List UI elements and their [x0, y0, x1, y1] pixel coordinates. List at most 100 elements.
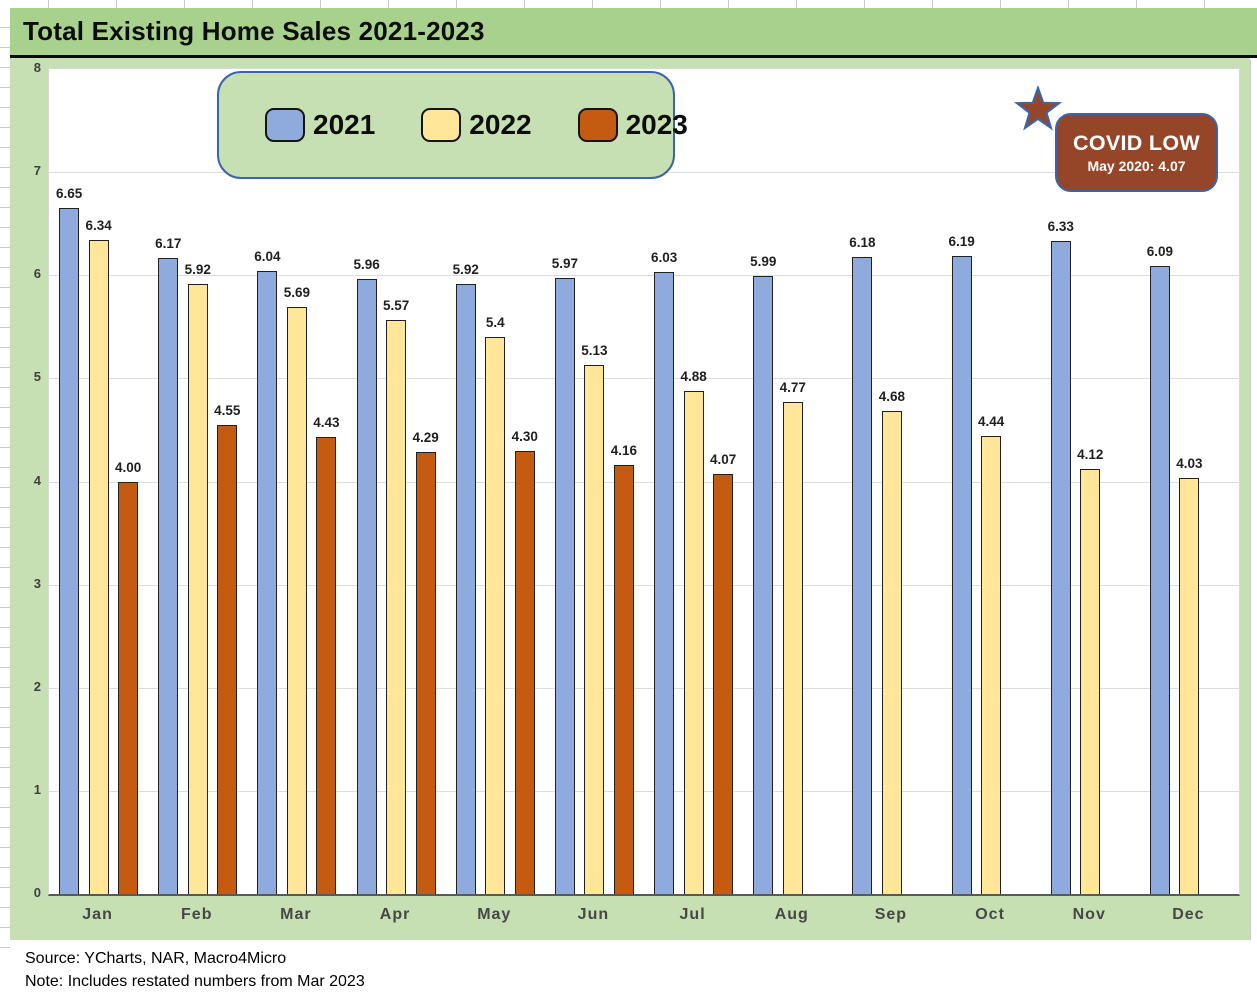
bar-value-label: 4.07 [709, 452, 737, 468]
bar-2021-jun [554, 278, 575, 894]
bar-value-label: 4.55 [214, 402, 241, 418]
bar-2021-jul [654, 272, 675, 894]
bar-value-label: 4.77 [779, 380, 806, 396]
bar-2023-may [514, 450, 535, 894]
x-axis-label-sep: Sep [874, 906, 908, 923]
bar-2021-nov [1050, 241, 1071, 894]
y-axis-label-8: 8 [33, 60, 41, 75]
x-axis-label-mar: Mar [280, 906, 312, 923]
bar-2023-jul [713, 474, 734, 894]
x-axis-label-oct: Oct [975, 906, 1005, 923]
x-axis-label-jan: Jan [82, 906, 113, 923]
x-axis-label-may: May [477, 906, 512, 923]
star-icon [1013, 84, 1063, 134]
note-text: Note: Includes restated numbers from Mar… [25, 973, 365, 990]
bar-value-label: 5.57 [382, 297, 410, 313]
bar-value-label: 5.99 [750, 254, 777, 270]
bar-value-label: 6.18 [849, 234, 876, 250]
legend-swatch-2023-icon [577, 108, 618, 142]
legend-label-2021: 2021 [313, 109, 376, 140]
bar-value-label: 6.04 [254, 249, 281, 265]
y-axis-label-0: 0 [33, 885, 41, 900]
legend-label-2023: 2023 [625, 109, 688, 140]
bar-value-label: 5.13 [581, 342, 608, 358]
chart-title: Total Existing Home Sales 2021-2023 [23, 16, 485, 46]
gridline [49, 378, 1239, 380]
bar-2023-apr [415, 451, 436, 894]
bar-2022-may [485, 337, 506, 894]
y-axis-label-7: 7 [33, 163, 41, 179]
x-axis-label-dec: Dec [1172, 906, 1205, 923]
bar-2021-may [455, 283, 476, 894]
bar-value-label: 4.29 [412, 429, 439, 445]
x-axis-label-jun: Jun [577, 906, 610, 923]
covid-low-title: COVID LOW [1073, 131, 1200, 155]
bar-2022-jul [683, 390, 704, 894]
covid-low-callout: COVID LOW May 2020: 4.07 [1055, 113, 1218, 192]
bar-2021-aug [753, 276, 774, 894]
bar-value-label: 5.92 [452, 261, 479, 277]
bar-2022-oct [981, 436, 1002, 894]
bar-2021-feb [158, 257, 179, 894]
legend-item-2023: 2023 [577, 108, 688, 142]
bar-value-label: 6.09 [1146, 243, 1174, 259]
chart-legend: 2021 2022 2023 [217, 71, 688, 179]
bar-value-label: 5.4 [485, 315, 505, 331]
bar-value-label: 4.03 [1176, 456, 1203, 472]
bar-value-label: 6.34 [85, 218, 112, 234]
x-axis-label-aug: Aug [774, 906, 809, 923]
x-axis-label-feb: Feb [181, 906, 213, 923]
gridline [49, 275, 1239, 277]
bar-value-label: 5.96 [353, 257, 380, 273]
bar-2021-oct [951, 255, 972, 894]
bar-value-label: 4.30 [511, 428, 538, 444]
bar-2022-mar [286, 307, 307, 894]
bar-2023-jan [118, 481, 139, 894]
bar-2021-apr [356, 279, 377, 894]
y-axis-label-4: 4 [33, 472, 41, 488]
covid-low-subtitle: May 2020: 4.07 [1087, 158, 1186, 174]
legend-item-2022: 2022 [421, 108, 532, 142]
bar-2022-apr [386, 319, 407, 894]
bar-2022-feb [187, 283, 208, 894]
gridline [49, 584, 1239, 586]
bar-2021-sep [852, 256, 873, 894]
x-axis-label-jul: Jul [679, 906, 706, 923]
bar-2023-mar [316, 437, 337, 894]
bar-value-label: 4.00 [114, 459, 142, 475]
bar-value-label: 5.92 [184, 261, 211, 277]
x-axis-label-apr: Apr [379, 906, 411, 923]
footer-notes: Source: YCharts, NAR, Macro4Micro Note: … [25, 947, 365, 993]
bar-value-label: 4.88 [680, 368, 707, 384]
bar-value-label: 6.17 [155, 235, 182, 251]
chart-title-band: Total Existing Home Sales 2021-2023 [10, 8, 1257, 58]
source-text: Source: YCharts, NAR, Macro4Micro [25, 950, 287, 967]
bar-value-label: 4.44 [977, 414, 1005, 430]
gridline [49, 687, 1239, 689]
bar-2021-dec [1149, 265, 1170, 894]
bar-value-label: 4.12 [1077, 447, 1104, 463]
legend-label-2022: 2022 [469, 109, 532, 140]
legend-swatch-2022-icon [421, 108, 462, 142]
y-axis-label-3: 3 [33, 575, 41, 591]
plot-area: 6.65 6.34 4.00 6.17 5.92 4.55 6.04 5.69 4.43 5.96… [48, 68, 1240, 896]
bar-2022-aug [782, 402, 803, 894]
bar-2023-feb [217, 424, 238, 894]
y-axis-label-1: 1 [33, 781, 41, 797]
bar-2021-mar [257, 271, 278, 894]
bar-value-label: 5.97 [551, 256, 579, 272]
spreadsheet-row-strip [0, 8, 10, 964]
x-axis-label-nov: Nov [1072, 906, 1106, 923]
bar-2022-jun [584, 364, 605, 894]
bar-value-label: 4.68 [878, 389, 906, 405]
spreadsheet-column-strip [0, 0, 1257, 8]
bar-value-label: 6.19 [948, 233, 975, 249]
y-axis-label-2: 2 [33, 678, 41, 694]
bar-2022-jan [88, 240, 109, 894]
bar-2021-jan [59, 208, 80, 894]
gridline [49, 481, 1239, 483]
y-axis-label-6: 6 [33, 266, 41, 282]
bar-value-label: 6.33 [1047, 219, 1074, 235]
bar-value-label: 4.43 [313, 415, 340, 431]
bar-2022-dec [1179, 478, 1200, 894]
